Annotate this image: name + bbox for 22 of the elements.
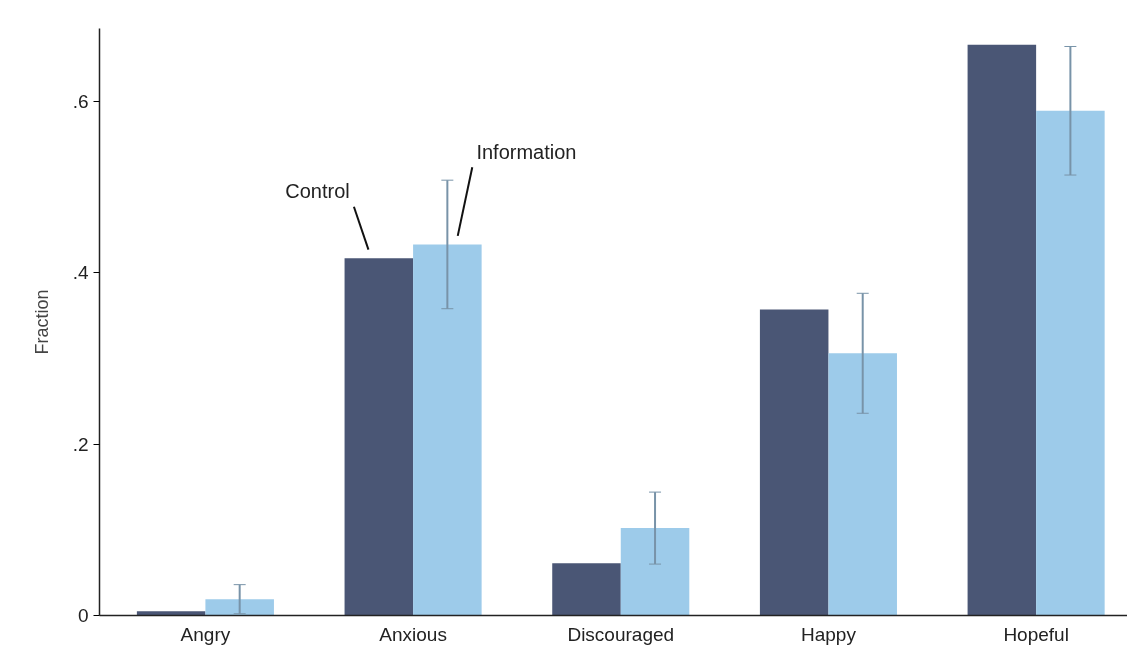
x-tick-label: Anxious xyxy=(379,623,447,645)
bar xyxy=(205,599,274,616)
bar xyxy=(1036,110,1105,616)
x-tick-label: Angry xyxy=(180,623,231,645)
bar xyxy=(552,563,621,616)
bar xyxy=(828,353,897,616)
x-tick-label: Discouraged xyxy=(567,623,675,645)
bar xyxy=(759,309,829,616)
y-tick-label: .4 xyxy=(72,262,89,284)
text: Information xyxy=(476,141,577,164)
bar xyxy=(344,258,414,616)
y-tick-label: 0 xyxy=(77,605,89,626)
y-tick-label: .2 xyxy=(72,433,89,455)
bar xyxy=(620,528,690,616)
bar xyxy=(967,44,1037,616)
y-axis-title: Fraction xyxy=(31,289,52,355)
y-tick-label: .6 xyxy=(72,90,89,112)
x-tick-label: Hopeful xyxy=(1003,623,1069,645)
bar xyxy=(136,611,206,616)
bar xyxy=(413,244,482,616)
text: Control xyxy=(285,180,350,203)
x-tick-label: Happy xyxy=(800,623,857,645)
